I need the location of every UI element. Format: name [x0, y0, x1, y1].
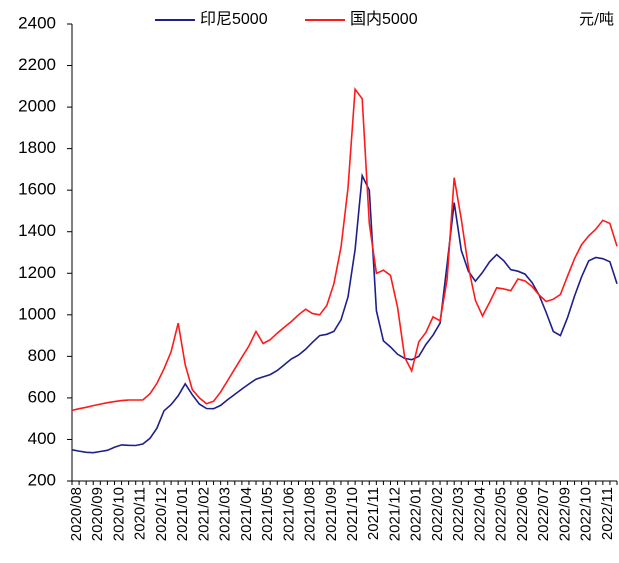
- y-tick-label: 1800: [18, 138, 56, 157]
- x-tick-label: 2021/11: [365, 487, 382, 540]
- x-tick-label: 2022/04: [471, 487, 488, 541]
- x-tick-label: 2022/09: [556, 487, 573, 541]
- x-tick-label: 2022/06: [514, 487, 531, 541]
- y-tick-label: 1200: [18, 263, 56, 282]
- x-tick-label: 2020/11: [132, 487, 149, 540]
- x-tick-label: 2021/01: [174, 487, 191, 541]
- x-tick-label: 2021/05: [259, 487, 276, 541]
- y-tick-label: 800: [28, 346, 56, 365]
- y-tick-label: 200: [28, 470, 56, 489]
- unit-label: 元/吨: [579, 10, 614, 28]
- x-tick-label: 2020/08: [68, 487, 85, 541]
- y-tick-label: 2200: [18, 55, 56, 74]
- x-tick-label: 2021/08: [302, 487, 319, 541]
- x-tick-label: 2022/03: [450, 487, 467, 541]
- x-tick-label: 2021/03: [217, 487, 234, 541]
- x-tick-label: 2020/09: [89, 487, 106, 541]
- x-tick-label: 2022/11: [599, 487, 616, 540]
- x-tick-label: 2022/02: [429, 487, 446, 541]
- series-line: [71, 86, 618, 412]
- y-tick-label: 1000: [18, 304, 56, 323]
- legend-label: 印尼5000: [200, 10, 268, 28]
- x-tick-label: 2021/09: [323, 487, 340, 541]
- x-tick-label: 2022/07: [535, 487, 552, 541]
- y-tick-label: 400: [28, 429, 56, 448]
- x-tick-label: 2021/12: [386, 487, 403, 541]
- series-line: [71, 172, 618, 454]
- x-tick-label: 2022/10: [578, 487, 595, 541]
- x-tick-label: 2021/06: [280, 487, 297, 541]
- y-tick-label: 2400: [18, 13, 56, 32]
- x-tick-label: 2022/01: [408, 487, 425, 541]
- y-tick-label: 1600: [18, 180, 56, 199]
- x-tick-label: 2021/10: [344, 487, 361, 541]
- legend-label: 国内5000: [350, 10, 418, 28]
- x-tick-label: 2021/02: [195, 487, 212, 541]
- x-tick-label: 2020/12: [153, 487, 170, 541]
- y-tick-label: 2000: [18, 97, 56, 116]
- x-tick-label: 2021/04: [238, 487, 255, 541]
- y-tick-label: 1400: [18, 221, 56, 240]
- y-tick-label: 600: [28, 387, 56, 406]
- x-tick-label: 2020/10: [110, 487, 127, 541]
- x-tick-label: 2022/05: [493, 487, 510, 541]
